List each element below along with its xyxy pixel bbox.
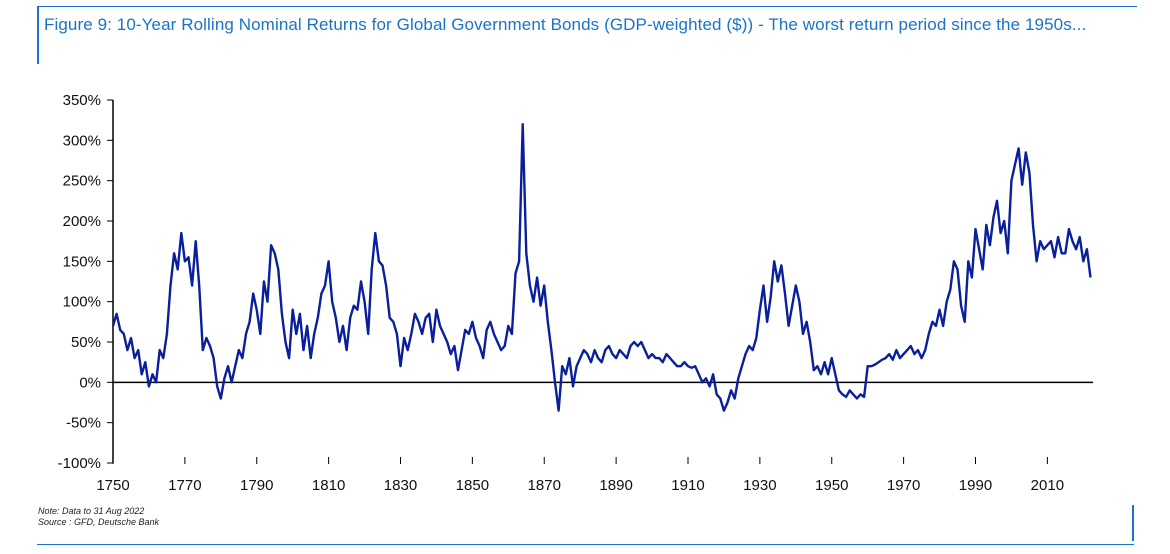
x-tick-label: 1930 (743, 477, 776, 494)
x-tick-label: 1750 (96, 477, 129, 494)
data-note: Note: Data to 31 Aug 2022 (38, 506, 145, 516)
x-tick-label: 1890 (599, 477, 632, 494)
axes (107, 99, 1093, 464)
series-line (111, 123, 1092, 412)
y-tick-label: -50% (66, 415, 101, 432)
frame-right-rule (1132, 505, 1134, 541)
x-tick-label: 1830 (384, 477, 417, 494)
y-tick-label: 250% (63, 173, 101, 190)
frame-bottom-rule (37, 544, 1134, 545)
x-tick-label: 1770 (168, 477, 201, 494)
tick-labels: 350% 300% 250% 200% 150% 100% 50% 0% -50% -100% 17… (58, 92, 1064, 494)
y-tick-label: 50% (71, 334, 101, 351)
y-tick-label: 100% (63, 294, 101, 311)
y-tick-label: 150% (63, 253, 101, 270)
y-tick-label: 350% (63, 92, 101, 109)
x-tick-label: 1990 (959, 477, 992, 494)
x-tick-label: 1810 (312, 477, 345, 494)
frame-top-rule (37, 6, 1137, 7)
chart-title: Figure 9: 10-Year Rolling Nominal Return… (44, 15, 1087, 34)
y-tick-label: 0% (79, 374, 101, 391)
y-tick-label: -100% (58, 455, 101, 472)
source-note: Source : GFD, Deutsche Bank (38, 517, 160, 527)
y-tick-label: 200% (63, 213, 101, 230)
x-tick-label: 1850 (456, 477, 489, 494)
x-tick-label: 1870 (528, 477, 561, 494)
chart-notes: Note: Data to 31 Aug 2022 Source : GFD, … (38, 506, 159, 528)
series-layer (111, 123, 1092, 412)
x-tick-label: 1970 (887, 477, 920, 494)
x-tick-label: 1910 (671, 477, 704, 494)
x-tick-label: 1950 (815, 477, 848, 494)
x-tick-label: 1790 (240, 477, 273, 494)
frame-left-rule (37, 6, 39, 64)
y-tick-label: 300% (63, 132, 101, 149)
x-tick-label: 2010 (1031, 477, 1064, 494)
